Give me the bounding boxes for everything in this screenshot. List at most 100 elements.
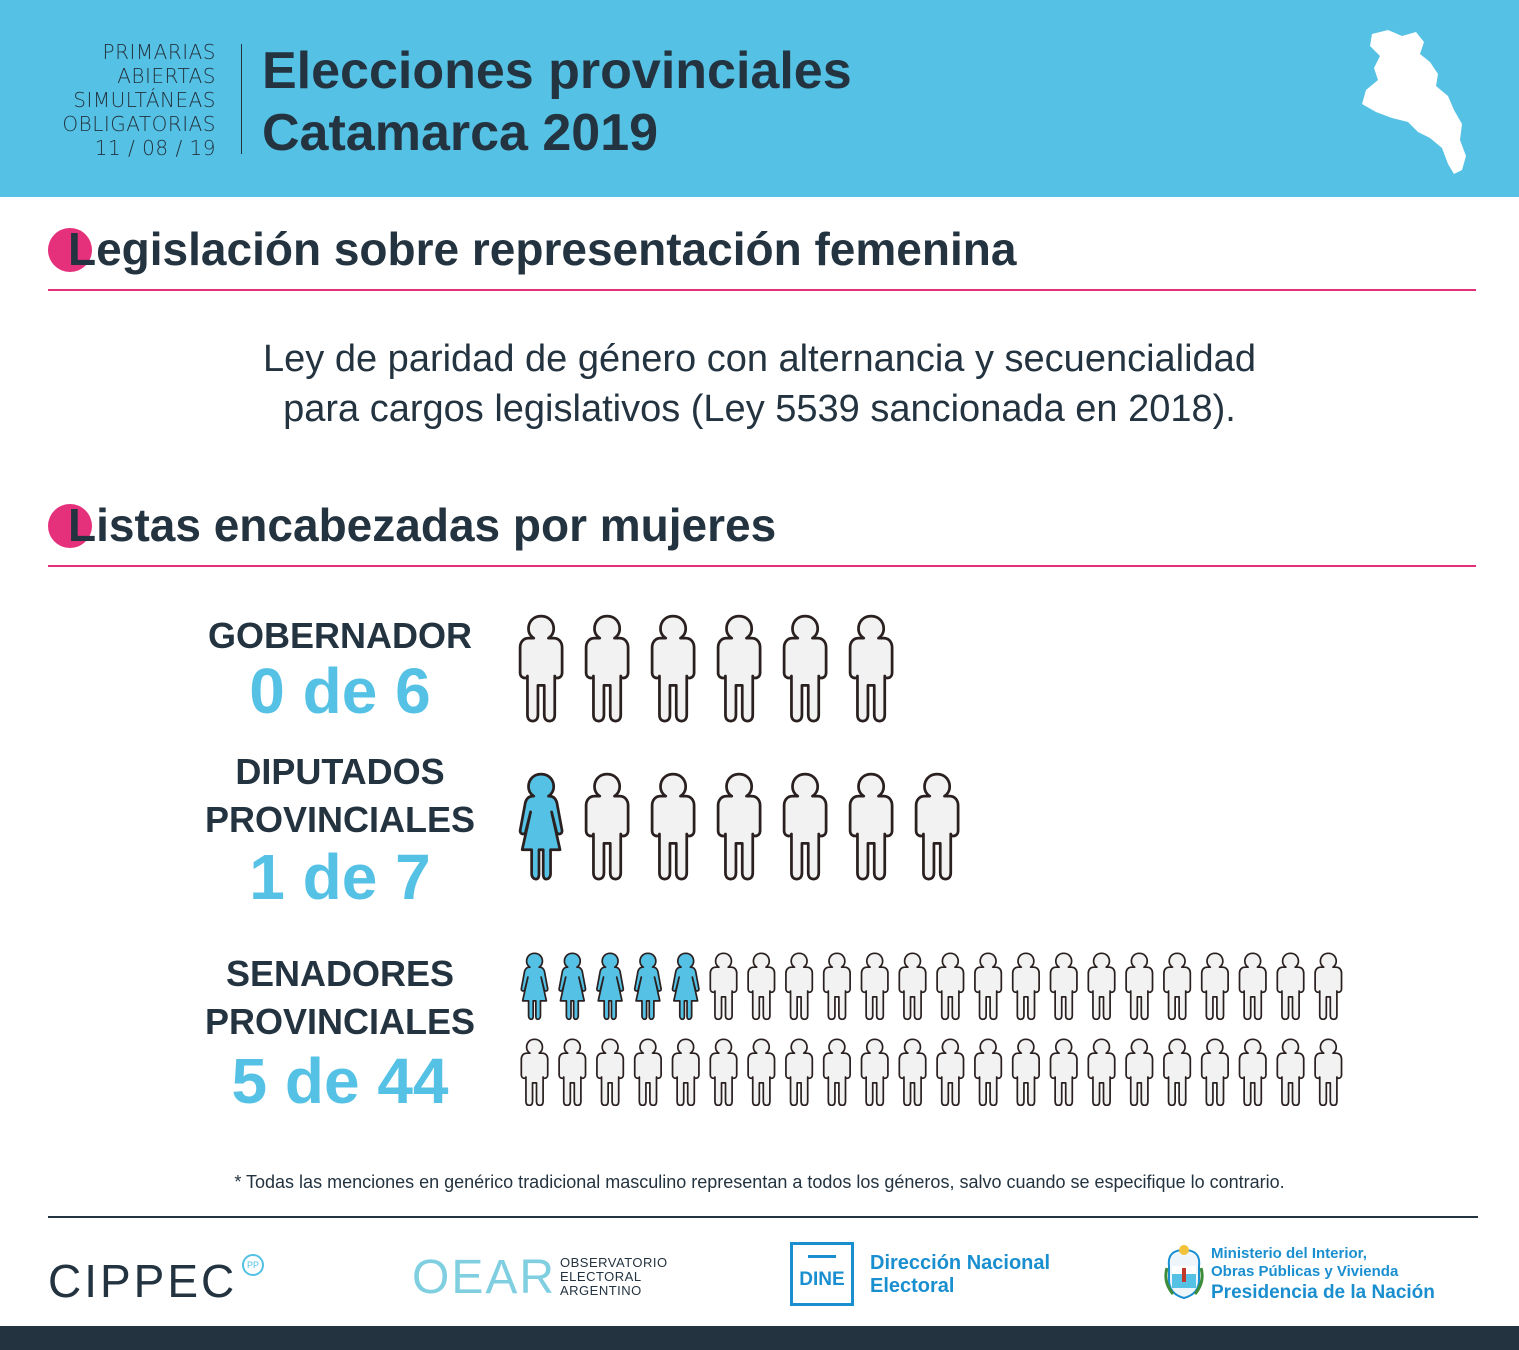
man-icon [1125, 1038, 1154, 1106]
man-icon [822, 1038, 851, 1106]
man-icon [1011, 952, 1040, 1021]
man-icon [518, 614, 564, 723]
category-count-gobernador: 0 de 6 [249, 655, 431, 727]
dine-logo: DINE [790, 1242, 854, 1306]
ministry-line: Obras Públicas y Vivienda [1211, 1263, 1399, 1280]
ministry-text: Ministerio del Interior, Obras Públicas … [1211, 1245, 1435, 1305]
man-icon [716, 772, 762, 881]
catamarca-map-icon [1362, 30, 1466, 174]
man-icon [848, 772, 894, 881]
category-label-line: PROVINCIALES [204, 1001, 476, 1042]
man-icon [1276, 952, 1305, 1021]
paso-line: SIMULTÁNEAS [73, 88, 216, 112]
man-icon [671, 1038, 700, 1106]
man-icon [650, 614, 696, 723]
footnote: * Todas las menciones en genérico tradic… [234, 1172, 1285, 1192]
man-icon [898, 1038, 927, 1106]
oear-subtitle-line: ARGENTINO [560, 1283, 642, 1298]
people-pictogram-diputados [518, 772, 960, 881]
man-icon [584, 614, 630, 723]
man-icon [785, 952, 814, 1021]
man-icon [747, 952, 776, 1021]
category-label-diputados: DIPUTADOS PROVINCIALES [170, 748, 510, 844]
man-icon [633, 1038, 662, 1106]
oear-subtitle-line: OBSERVATORIO [560, 1255, 668, 1270]
section-rule [48, 565, 1476, 567]
man-icon [1087, 1038, 1116, 1106]
section-bullet [48, 504, 92, 548]
category-label-gobernador: GOBERNADOR [170, 612, 510, 660]
woman-icon [633, 952, 662, 1021]
man-icon [558, 1038, 587, 1106]
man-icon [898, 952, 927, 1021]
man-icon [1314, 952, 1343, 1021]
man-icon [936, 952, 965, 1021]
category-label-senadores: SENADORES PROVINCIALES [170, 950, 510, 1046]
page-title: Elecciones provinciales Catamarca 2019 [262, 40, 852, 164]
man-icon [822, 952, 851, 1021]
category-count-diputados: 1 de 7 [249, 841, 431, 913]
man-icon [1049, 952, 1078, 1021]
man-icon [1125, 952, 1154, 1021]
dine-text-line: Dirección Nacional [870, 1252, 1051, 1274]
man-icon [1163, 1038, 1192, 1106]
man-icon [1200, 952, 1229, 1021]
man-icon [709, 952, 738, 1021]
man-icon [1314, 1038, 1343, 1106]
woman-icon [520, 952, 549, 1021]
paso-block: PRIMARIAS ABIERTAS SIMULTÁNEAS OBLIGATOR… [62, 40, 216, 160]
man-icon [974, 952, 1003, 1021]
paso-line: OBLIGATORIAS [62, 112, 216, 136]
section-lists-heading: Listas encabezadas por mujeres [48, 500, 776, 550]
dine-text-line: Electoral [870, 1275, 955, 1297]
man-icon [520, 1038, 549, 1106]
woman-icon [558, 952, 587, 1021]
law-description: Ley de paridad de género con alternancia… [0, 334, 1519, 434]
man-icon [709, 1038, 738, 1106]
man-icon [650, 772, 696, 881]
title-line: Elecciones provinciales [262, 42, 852, 100]
section-title: Legislación sobre representación femenin… [68, 223, 1017, 275]
law-line: para cargos legislativos (Ley 5539 sanci… [283, 388, 1236, 430]
man-icon [785, 1038, 814, 1106]
section-bullet [48, 228, 92, 272]
category-label-line: GOBERNADOR [207, 615, 472, 656]
oear-subtitle-line: ELECTORAL [560, 1269, 642, 1284]
people-pictogram-senadores [520, 952, 1343, 1106]
category-label-line: DIPUTADOS [235, 751, 445, 792]
man-icon [747, 1038, 776, 1106]
category-label-line: SENADORES [225, 953, 455, 994]
man-icon [936, 1038, 965, 1106]
woman-icon [671, 952, 700, 1021]
section-rule [48, 289, 1476, 291]
cippec-badge: PP [242, 1254, 264, 1276]
law-line: Ley de paridad de género con alternancia… [263, 338, 1256, 380]
man-icon [974, 1038, 1003, 1106]
man-icon [860, 1038, 889, 1106]
national-shield-icon [1164, 1245, 1204, 1300]
footer-rule [48, 1216, 1478, 1218]
section-title: Listas encabezadas por mujeres [68, 499, 777, 551]
man-icon [1087, 952, 1116, 1021]
man-icon [1163, 952, 1192, 1021]
man-icon [848, 614, 894, 723]
man-icon [596, 1038, 625, 1106]
presidency-line: Presidencia de la Nación [1211, 1282, 1435, 1303]
paso-line: PRIMARIAS [102, 40, 216, 64]
oear-subtitle: OBSERVATORIO ELECTORAL ARGENTINO [560, 1256, 668, 1298]
oear-logo: OEAR [412, 1251, 557, 1304]
cippec-logo: CIPPEC [48, 1255, 238, 1307]
man-icon [1238, 1038, 1267, 1106]
people-pictogram-gobernador [518, 614, 894, 723]
man-icon [860, 952, 889, 1021]
dine-text: Dirección Nacional Electoral [870, 1252, 1050, 1298]
man-icon [782, 772, 828, 881]
man-icon [914, 772, 960, 881]
dine-logo-bar [808, 1255, 836, 1258]
section-legislation-heading: Legislación sobre representación femenin… [48, 224, 1016, 274]
category-label-line: PROVINCIALES [204, 799, 476, 840]
man-icon [1049, 1038, 1078, 1106]
bottom-bar [0, 1326, 1519, 1350]
woman-icon [518, 772, 564, 881]
ministry-line: Ministerio del Interior, [1211, 1245, 1367, 1262]
